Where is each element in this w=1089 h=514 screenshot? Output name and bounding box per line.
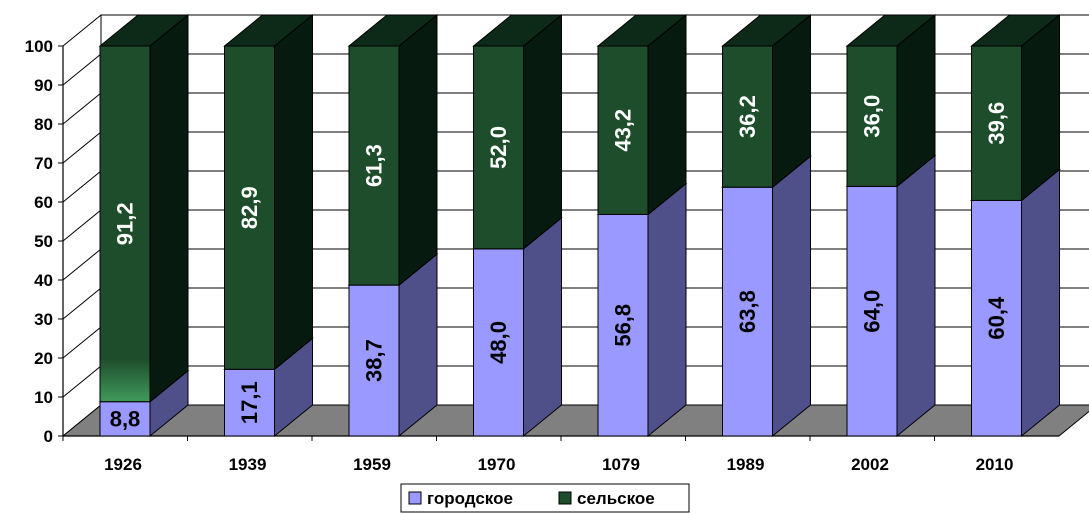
chart-floor [61, 404, 1089, 437]
x-axis-ticks: 1926 1939 1959 1970 1079 1989 2002 2010 [62, 436, 1014, 474]
data-label: 63,8 [735, 290, 760, 333]
bars: 8,8 91,2 17,1 82,9 38,7 61,3 48,0 52,0 56,8 43,2 6… [98, 13, 1061, 438]
x-tick-label: 1079 [602, 455, 640, 474]
bar-top [223, 14, 314, 47]
bar-front [348, 284, 400, 437]
legend-swatch [558, 491, 572, 505]
bar-городское-1989: 63,8 [721, 155, 812, 438]
data-label: 64,0 [860, 290, 885, 333]
bar-top [970, 14, 1061, 47]
bar-side [149, 13, 189, 403]
bar-front [224, 368, 275, 437]
bar-top [98, 14, 190, 47]
bar-front [473, 248, 524, 437]
y-tick-label: 70 [34, 154, 53, 173]
x-tick-label: 1926 [104, 455, 142, 474]
data-label: 8,8 [110, 406, 141, 431]
bar-сельское-1989: 36,2 [721, 13, 812, 189]
legend-swatch [408, 491, 422, 505]
data-label: 82,9 [237, 186, 262, 229]
data-label: 61,3 [362, 144, 387, 187]
bar-top [845, 14, 937, 47]
y-axis-ticks: 0 10 20 30 40 50 60 70 80 90 100 [25, 37, 63, 446]
y-tick-label: 0 [44, 427, 53, 446]
y-tick-label: 40 [34, 271, 53, 290]
x-tick-label: 1939 [229, 455, 267, 474]
bar-side [647, 13, 687, 216]
bar-side [1021, 13, 1060, 202]
x-tick-label: 1989 [727, 455, 765, 474]
x-tick-label: 2002 [851, 455, 889, 474]
bar-городское-1970: 48,0 [472, 216, 563, 438]
bar-front [224, 45, 275, 370]
y-tick-label: 60 [34, 193, 53, 212]
bar-side [523, 216, 562, 438]
data-label: 91,2 [113, 202, 138, 245]
data-label: 43,2 [611, 109, 636, 152]
data-label: 38,7 [362, 339, 387, 382]
bar-городское-2010: 60,4 [970, 168, 1061, 438]
floor-plane [61, 404, 1089, 437]
y-tick-label: 50 [34, 232, 53, 251]
bar-городское-1079: 56,8 [596, 182, 688, 438]
bar-side [896, 154, 936, 438]
bar-front [597, 213, 649, 437]
bar-top [721, 14, 812, 47]
y-tick-label: 10 [34, 388, 53, 407]
data-label: 52,0 [486, 126, 511, 169]
bar-городское-2002: 64,0 [845, 154, 937, 438]
y-tick-label: 100 [25, 37, 53, 56]
y-tick-label: 80 [34, 115, 53, 134]
legend: городское сельское [400, 483, 690, 513]
y-tick-label: 20 [34, 349, 53, 368]
data-label: 17,1 [237, 381, 262, 424]
bar-сельское-1970: 52,0 [472, 13, 563, 250]
legend-box [400, 483, 690, 513]
x-tick-label: 2010 [976, 455, 1014, 474]
legend-label: сельское [577, 489, 655, 508]
bar-top [596, 14, 688, 47]
bar-side [398, 13, 438, 287]
bar-сельское-1926: 91,2 [98, 13, 190, 403]
x-tick-label: 1970 [478, 455, 516, 474]
bar-front [971, 45, 1022, 201]
legend-label: городское [427, 489, 513, 508]
data-label: 48,0 [486, 321, 511, 364]
y-tick-label: 90 [34, 76, 53, 95]
bar-side [1021, 168, 1060, 438]
bar-сельское-2010: 39,6 [970, 13, 1061, 202]
data-label: 39,6 [984, 102, 1009, 145]
bar-side [772, 155, 811, 438]
bar-side [274, 13, 313, 371]
bar-top [472, 14, 563, 47]
bar-front [99, 45, 151, 403]
y-tick-label: 30 [34, 310, 53, 329]
bar-side [523, 13, 562, 250]
bar-сельское-1079: 43,2 [596, 13, 688, 216]
bar-сельское-2002: 36,0 [845, 13, 937, 188]
x-tick-label: 1959 [353, 455, 391, 474]
bar-side [398, 253, 438, 438]
data-label: 56,8 [611, 304, 636, 347]
bar-side [647, 182, 687, 438]
bar-top [347, 14, 439, 47]
bar-сельское-1959: 61,3 [347, 13, 439, 287]
bar-front [348, 45, 400, 286]
data-label: 36,2 [735, 95, 760, 138]
data-label: 60,4 [984, 296, 1009, 340]
data-label: 36,0 [860, 95, 885, 138]
bar-front [846, 185, 898, 437]
bar-сельское-1939: 82,9 [223, 13, 314, 371]
